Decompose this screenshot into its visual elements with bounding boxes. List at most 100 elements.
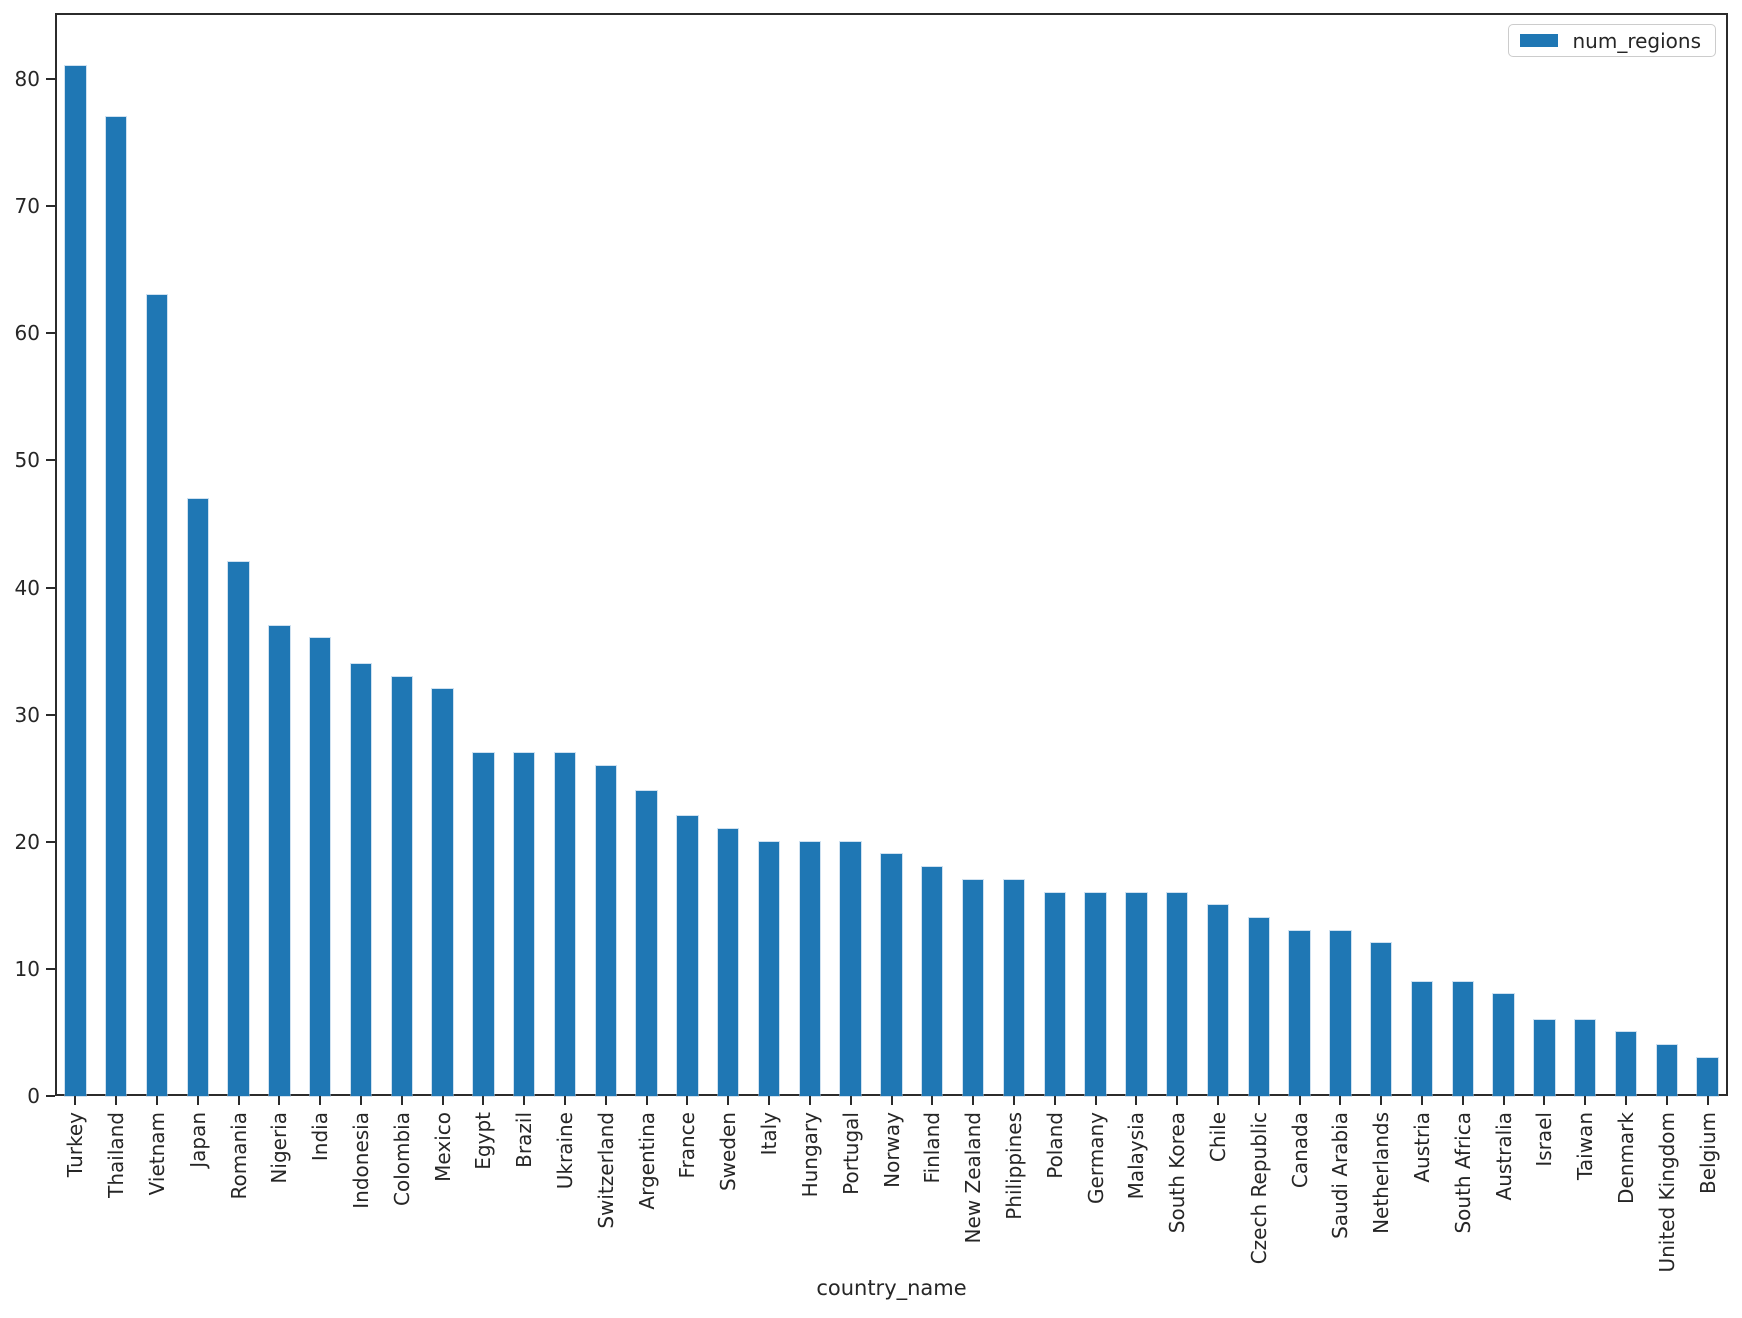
x-tick <box>1380 1096 1383 1105</box>
x-tick-label: Argentina <box>634 1112 659 1210</box>
x-tick-label: Switzerland <box>593 1112 618 1229</box>
bar <box>187 498 208 1096</box>
y-tick <box>46 459 55 462</box>
x-tick-label: Germany <box>1083 1112 1108 1204</box>
x-tick <box>890 1096 893 1105</box>
bar <box>106 117 127 1096</box>
bar <box>1044 892 1065 1096</box>
bar <box>1003 879 1025 1096</box>
x-tick <box>1053 1096 1056 1105</box>
x-tick-label: South Korea <box>1165 1112 1190 1234</box>
x-tick <box>1216 1096 1219 1105</box>
bar <box>1452 981 1473 1096</box>
x-tick-label: Japan <box>185 1112 210 1168</box>
x-tick-label: Austria <box>1409 1112 1434 1183</box>
x-tick-label: Taiwan <box>1573 1112 1598 1181</box>
x-tick <box>1012 1096 1015 1105</box>
x-tick <box>768 1096 771 1105</box>
bar <box>1534 1019 1555 1096</box>
x-tick <box>441 1096 444 1105</box>
y-tick <box>46 1095 55 1097</box>
y-tick <box>46 967 55 970</box>
bar <box>1615 1032 1637 1096</box>
x-tick <box>156 1096 158 1105</box>
x-tick <box>564 1096 567 1105</box>
x-tick-label: Australia <box>1491 1112 1516 1201</box>
x-tick-label: United Kingdom <box>1654 1112 1679 1273</box>
bar <box>1289 930 1310 1096</box>
x-tick-label: Egypt <box>471 1112 496 1170</box>
bar <box>146 295 168 1096</box>
y-tick <box>46 840 55 843</box>
bar <box>473 752 494 1096</box>
y-tick-label: 0 <box>27 1084 40 1108</box>
bar <box>962 879 984 1096</box>
x-tick-label: Brazil <box>512 1112 537 1168</box>
x-tick <box>482 1096 485 1105</box>
x-tick-label: Ukraine <box>553 1112 578 1190</box>
x-tick-label: Finland <box>920 1112 945 1184</box>
x-tick-label: Israel <box>1532 1112 1557 1167</box>
bar <box>1656 1045 1677 1096</box>
x-tick <box>196 1096 199 1105</box>
bar <box>840 841 861 1096</box>
x-tick <box>115 1096 118 1105</box>
y-tick-label: 30 <box>14 702 40 727</box>
bar <box>1085 892 1106 1096</box>
bar <box>514 752 535 1096</box>
bar <box>1697 1057 1718 1096</box>
bar <box>758 841 780 1096</box>
x-tick-label: France <box>675 1112 700 1179</box>
bar <box>432 689 453 1096</box>
x-tick <box>1624 1096 1627 1105</box>
bar <box>1411 981 1433 1096</box>
x-tick-label: India <box>308 1112 333 1162</box>
x-tick <box>972 1096 975 1105</box>
x-tick-label: Denmark <box>1613 1112 1638 1204</box>
y-tick-label: 40 <box>14 575 40 600</box>
x-tick-label: Colombia <box>389 1112 414 1206</box>
x-tick <box>931 1096 934 1105</box>
x-tick <box>237 1096 240 1105</box>
y-tick <box>46 78 55 81</box>
x-tick-label: Norway <box>879 1112 904 1188</box>
x-tick <box>1584 1096 1587 1105</box>
x-tick-label: Belgium <box>1695 1112 1720 1194</box>
bar <box>799 841 821 1096</box>
x-tick-label: Vietnam <box>145 1112 169 1196</box>
legend-swatch-icon <box>1520 34 1559 47</box>
bar <box>391 676 413 1096</box>
bar <box>881 854 902 1096</box>
x-tick <box>1706 1096 1709 1105</box>
x-tick-label: Czech Republic <box>1246 1112 1271 1265</box>
x-tick <box>1094 1096 1097 1105</box>
y-tick-label: 50 <box>14 448 40 473</box>
x-tick <box>74 1096 77 1105</box>
legend-label: num_regions <box>1572 28 1701 53</box>
x-tick <box>319 1096 322 1105</box>
x-tick <box>1176 1096 1179 1105</box>
x-tick-label: Philippines <box>1001 1112 1026 1220</box>
bar <box>1248 918 1269 1096</box>
x-tick <box>1543 1096 1546 1105</box>
x-tick-label: Turkey <box>63 1112 88 1178</box>
bar <box>1330 930 1351 1096</box>
x-tick-label: New Zealand <box>961 1112 986 1244</box>
y-tick <box>46 713 55 716</box>
x-tick <box>523 1096 526 1105</box>
bar <box>718 829 739 1096</box>
bar <box>1166 892 1188 1096</box>
x-tick-label: Netherlands <box>1369 1112 1394 1234</box>
x-tick-label: Poland <box>1042 1112 1067 1179</box>
bar <box>1574 1019 1596 1096</box>
bar <box>1493 994 1514 1096</box>
x-tick-label: South Africa <box>1450 1112 1475 1234</box>
bar <box>595 765 617 1096</box>
bar <box>677 816 698 1096</box>
x-tick-label: Thailand <box>104 1112 129 1198</box>
bar <box>922 867 943 1096</box>
x-tick-label: Sweden <box>716 1112 741 1192</box>
x-tick <box>849 1096 852 1105</box>
x-tick <box>400 1096 403 1105</box>
x-tick <box>278 1096 281 1105</box>
